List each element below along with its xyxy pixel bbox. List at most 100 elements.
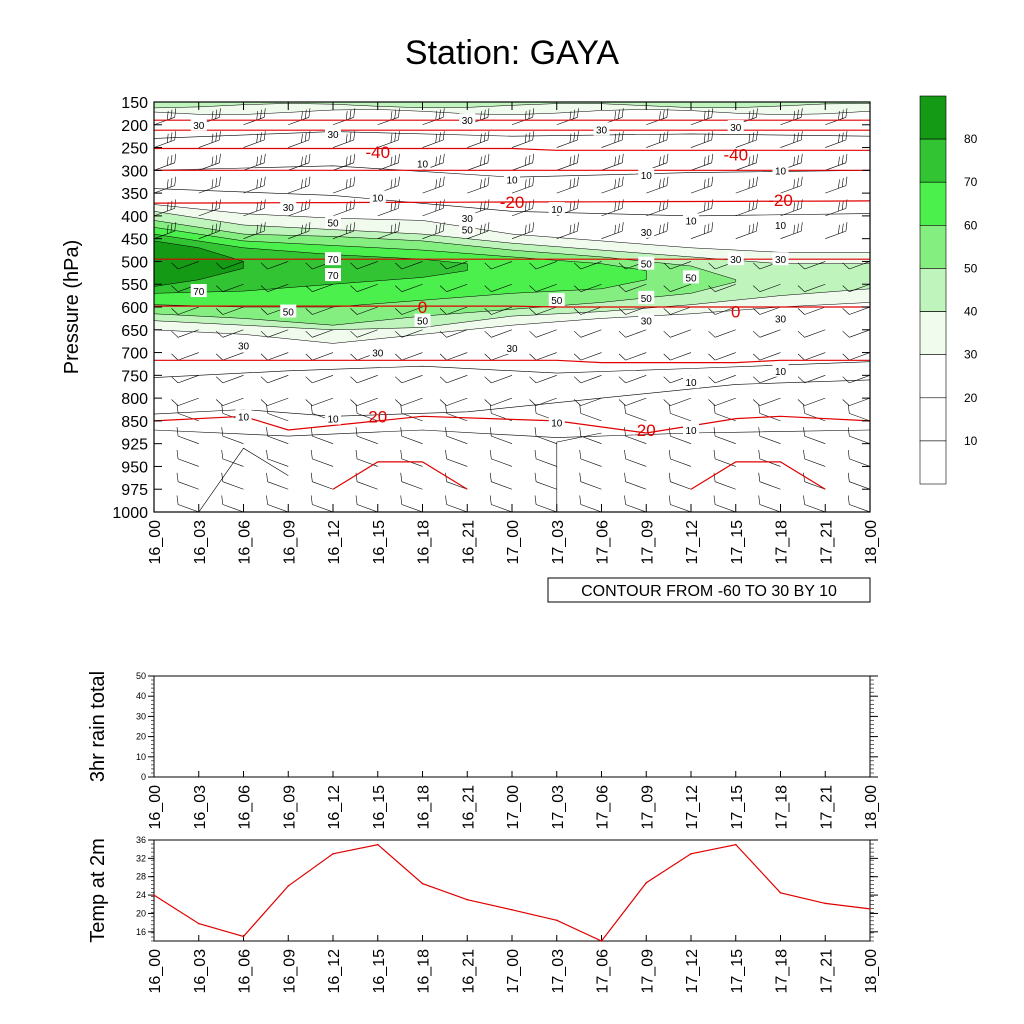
colorbar-box — [919, 268, 947, 312]
wind-barb — [445, 427, 468, 444]
wind-barb — [489, 495, 513, 512]
wind-barb — [842, 329, 870, 338]
x-tick-label: 17_12 — [684, 785, 701, 830]
y-tick-label: 40 — [136, 691, 146, 701]
x-tick-label: 16_15 — [371, 785, 388, 830]
wind-barb — [266, 495, 289, 512]
rh-contour-line — [154, 361, 870, 378]
y-axis-label: 3hr rain total — [87, 671, 109, 782]
wind-barb — [350, 375, 378, 384]
y-tick-label: 28 — [136, 872, 146, 882]
colorbar-label: 80 — [964, 132, 978, 146]
rh-contour-label: 30 — [727, 252, 744, 266]
wind-barb — [618, 397, 647, 406]
data-point — [198, 922, 200, 925]
wind-barb — [713, 449, 736, 467]
svg-text:30: 30 — [327, 130, 339, 141]
wind-barb — [869, 192, 870, 194]
rh-contour-line — [154, 429, 870, 438]
wind-barb — [198, 131, 221, 148]
x-tick-label: 17_21 — [818, 949, 835, 994]
wind-barb — [355, 427, 378, 444]
svg-text:50: 50 — [283, 308, 295, 319]
wind-barb — [579, 472, 602, 490]
wind-barb — [422, 108, 445, 126]
wind-barb — [288, 153, 311, 171]
wind-barb — [780, 176, 803, 194]
panel-frame — [153, 839, 871, 942]
wind-barb — [215, 375, 244, 384]
wind-barb — [601, 222, 624, 239]
wind-barb — [573, 306, 602, 315]
wind-barb — [601, 153, 624, 171]
wind-barb — [221, 472, 244, 490]
x-tick-label: 16_09 — [281, 785, 298, 830]
x-tick-label: 17_18 — [774, 520, 791, 565]
wind-barb — [400, 472, 423, 490]
colorbar-box — [919, 311, 947, 356]
wind-barb — [556, 108, 579, 126]
wind-barb — [803, 495, 826, 512]
wind-barb — [624, 404, 647, 422]
rh-contour-label: 70 — [325, 268, 341, 282]
x-tick-label: 16_00 — [147, 785, 164, 830]
temp-contour-10 — [154, 359, 870, 364]
wind-barb — [556, 153, 579, 171]
wind-barb — [422, 153, 445, 171]
wind-barb — [579, 404, 602, 422]
svg-text:70: 70 — [327, 255, 339, 266]
wind-barb — [624, 449, 647, 467]
wind-barb — [377, 102, 379, 103]
y-tick-label: 32 — [136, 853, 146, 863]
wind-barb — [350, 261, 378, 270]
wind-barb — [198, 108, 221, 126]
x-tick-label: 17_15 — [729, 785, 746, 830]
wind-barb — [484, 397, 513, 406]
temp-contour-label: -20 — [768, 191, 793, 210]
wind-barb — [803, 427, 826, 444]
svg-text:50: 50 — [641, 260, 653, 271]
wind-barb — [400, 495, 423, 512]
y-tick-label: 750 — [121, 368, 148, 385]
colorbar-label: 10 — [964, 434, 978, 448]
wind-barb — [215, 329, 244, 338]
wind-barb — [355, 449, 378, 467]
svg-text:50: 50 — [417, 317, 429, 328]
wind-barb — [825, 176, 848, 194]
wind-barb — [394, 397, 423, 406]
data-point — [511, 909, 513, 911]
wind-barb — [266, 449, 289, 467]
rh-contour-label: 30 — [459, 113, 476, 127]
wind-barb — [534, 472, 557, 490]
wind-barb — [394, 283, 423, 292]
wind-barb — [842, 306, 870, 315]
wind-barb — [601, 102, 603, 103]
rh-contour-label: 10 — [683, 423, 699, 437]
wind-barb — [797, 306, 826, 315]
wind-barb — [332, 222, 356, 239]
wind-barb — [803, 404, 826, 422]
wind-barb — [624, 427, 647, 444]
wind-barb — [467, 176, 490, 194]
wind-barb — [847, 472, 870, 490]
x-tick-label: 16_06 — [237, 949, 254, 994]
y-tick-label: 20 — [136, 732, 146, 742]
wind-barb — [556, 131, 579, 148]
wind-barb — [713, 404, 736, 422]
temp-contour-label: 20 — [637, 421, 656, 440]
y-tick-label: 700 — [121, 346, 148, 363]
temp-contour-minus40 — [154, 147, 870, 151]
wind-barb — [663, 352, 692, 361]
rain-plot: 0 10 20 30 40 50 16_00 16_03 16_06 16_09 16_12 16_1… — [87, 671, 880, 830]
wind-barb — [154, 102, 155, 103]
rh-contour-label: 70 — [325, 252, 341, 266]
wind-barb — [758, 472, 781, 490]
wind-barb — [305, 352, 334, 361]
wind-barb — [803, 472, 826, 490]
wind-barb — [243, 199, 266, 217]
wind-barb — [288, 222, 311, 239]
wind-barb — [332, 108, 356, 126]
x-tick-label: 17_03 — [550, 785, 567, 830]
wind-barb — [176, 472, 199, 490]
wind-barb — [310, 449, 334, 467]
